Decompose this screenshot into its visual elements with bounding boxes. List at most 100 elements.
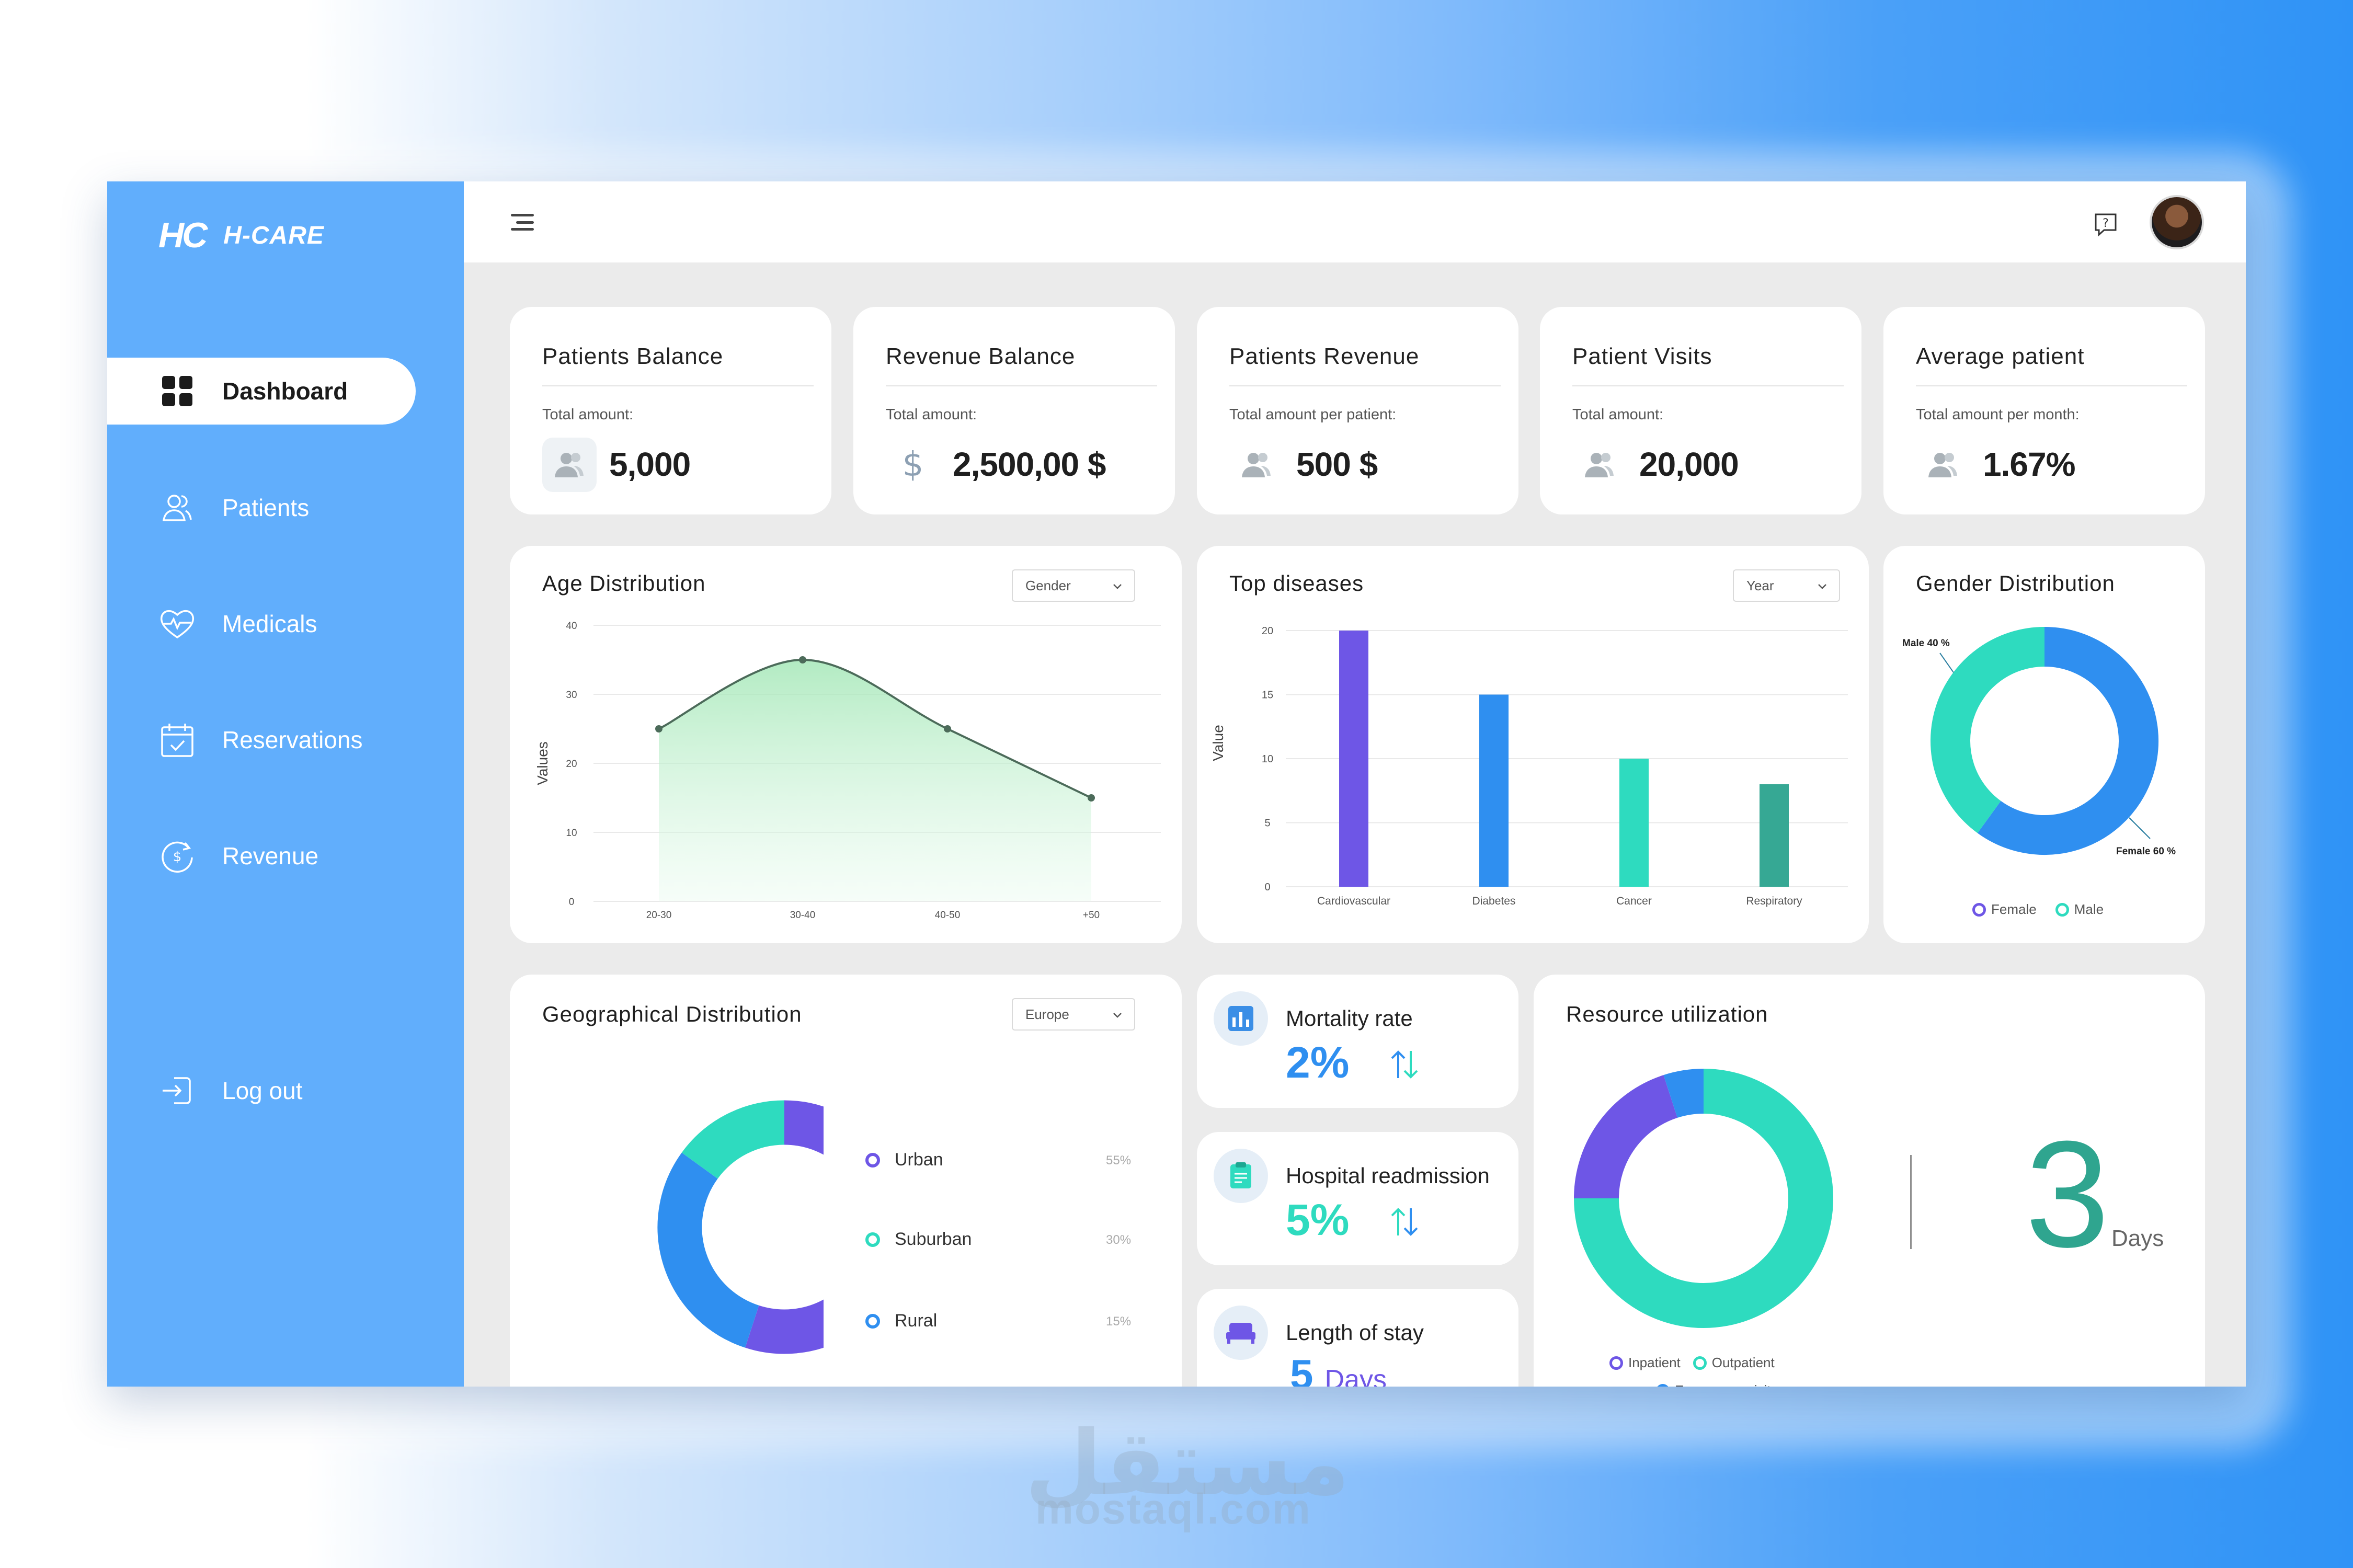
chevron-down-icon (1816, 580, 1829, 596)
geo-donut-chart (657, 1100, 824, 1354)
chevron-down-icon (1111, 1009, 1124, 1025)
avatar[interactable] (2150, 195, 2204, 249)
legend-dot-rural (865, 1313, 880, 1329)
hamburger-menu-icon[interactable] (511, 212, 534, 233)
year-filter-select[interactable]: Year (1733, 569, 1840, 602)
sidebar-item-dashboard[interactable]: Dashboard (107, 358, 416, 425)
bar (1479, 694, 1509, 887)
stat-value: 20,000 (1639, 445, 1739, 483)
legend-dot-male (2055, 902, 2069, 917)
x-tick-label: 20-30 (646, 910, 672, 921)
legend-label: Rural (895, 1311, 938, 1331)
gender-distribution-card: Gender Distribution Male 40 % Female 60 … (1883, 546, 2205, 943)
legend-label-female: Female (1991, 901, 2037, 917)
region-filter-select[interactable]: Europe (1012, 998, 1135, 1031)
legend-pct-suburban: 30% (1106, 1233, 1132, 1247)
resource-legend-row2: Emergency visit (1656, 1382, 1771, 1387)
help-chat-icon[interactable]: ? (2090, 209, 2121, 240)
divider (886, 385, 1157, 386)
up-down-arrows-icon (1388, 1048, 1421, 1084)
y-tick-label: 10 (1262, 753, 1273, 765)
donut-slice-urban (745, 1100, 824, 1354)
dollar-cycle-icon: $ (158, 837, 196, 875)
select-value: Year (1746, 577, 1774, 593)
legend-label: Suburban (895, 1229, 972, 1249)
bar (1619, 759, 1649, 887)
divider (1229, 385, 1501, 386)
kpi-value: 5 (1290, 1351, 1313, 1387)
female-label-leader (2129, 817, 2151, 839)
legend-dot-inpatient (1609, 1356, 1623, 1370)
divider-vertical (1910, 1155, 1912, 1249)
stat-title: Patients Revenue (1229, 344, 1420, 369)
stat-value: 2,500,00 $ (953, 445, 1106, 483)
logout-icon (158, 1072, 196, 1109)
logout-label: Log out (222, 1077, 303, 1104)
select-value: Europe (1025, 1006, 1069, 1022)
logo-mark: HC (158, 215, 208, 255)
sidebar-item-patients[interactable]: Patients (107, 474, 416, 541)
stat-subtitle: Total amount: (542, 406, 634, 423)
clipboard-icon (1214, 1149, 1268, 1203)
y-tick-label: 20 (1262, 625, 1273, 637)
top-diseases-card: Top diseases Year 0 5 10 15 20 Cardiovascular… (1197, 546, 1869, 943)
card-title: Gender Distribution (1916, 571, 2115, 596)
data-point (799, 656, 806, 663)
geographical-distribution-card: Geographical Distribution Europe Urban 5… (510, 975, 1182, 1387)
big-value-unit: Days (2111, 1226, 2164, 1251)
stat-subtitle: Total amount: (1572, 406, 1664, 423)
stat-subtitle: Total amount per patient: (1229, 406, 1397, 423)
app-window: HC H-CARE Dashboard Patients Medicals (107, 181, 2246, 1387)
sidebar-item-reservations[interactable]: Reservations (107, 706, 416, 773)
users-icon (542, 438, 597, 492)
stat-value: 500 $ (1296, 445, 1378, 483)
legend-dot-emergency (1656, 1383, 1670, 1387)
kpi-unit: Days (1324, 1365, 1387, 1387)
legend-label-emergency: Emergency visit (1675, 1382, 1771, 1387)
data-point (944, 725, 951, 733)
stat-value: 1.67% (1983, 445, 2075, 483)
sidebar-item-medicals[interactable]: Medicals (107, 590, 416, 657)
x-tick-label: 40-50 (935, 910, 961, 921)
x-tick-label: Cardiovascular (1317, 895, 1390, 907)
big-value: 3 (2025, 1109, 2110, 1279)
sidebar-item-label: Revenue (222, 842, 319, 869)
svg-text:$: $ (173, 849, 182, 865)
y-tick-label: 40 (566, 621, 577, 632)
sidebar-item-revenue[interactable]: $ Revenue (107, 822, 416, 889)
divider (1916, 385, 2187, 386)
y-tick-label: 0 (1264, 882, 1270, 893)
stat-title: Revenue Balance (886, 344, 1076, 369)
kpi-title: Length of stay (1286, 1320, 1424, 1345)
top-bar: ? (464, 181, 2246, 262)
svg-text:?: ? (2103, 217, 2109, 230)
length-of-stay-card: Length of stay 5 Days (1197, 1289, 1518, 1387)
kpi-value: 5% (1286, 1195, 1350, 1244)
brand-logo[interactable]: HC H-CARE (158, 207, 324, 264)
dollar-icon: $ (886, 438, 940, 492)
users-icon (158, 489, 196, 527)
male-pct-label: Male 40 % (1902, 638, 1950, 649)
legend-item-urban: Urban (865, 1150, 943, 1170)
legend-label-outpatient: Outpatient (1711, 1355, 1775, 1370)
divider (542, 385, 814, 386)
y-tick-label: 5 (1264, 818, 1270, 829)
up-down-arrows-icon (1388, 1205, 1421, 1241)
stat-title: Average patient (1916, 344, 2085, 369)
kpi-value-row: 5 Days (1290, 1350, 1387, 1387)
x-tick-label: 30-40 (790, 910, 816, 921)
bar (1760, 784, 1789, 887)
donut-slice-outpatient (1574, 1069, 1833, 1328)
legend-dot-urban (865, 1152, 880, 1168)
x-tick-label: Cancer (1616, 895, 1652, 907)
users-icon (1229, 438, 1284, 492)
legend-label-male: Male (2074, 901, 2104, 917)
svg-text:$: $ (903, 447, 924, 483)
age-area-chart: 0 10 20 30 40 20-30 30-40 40-50 +50 Values (534, 621, 1161, 921)
gender-filter-select[interactable]: Gender (1012, 569, 1135, 602)
legend-dot-suburban (865, 1232, 880, 1247)
stat-card-patients-balance: Patients Balance Total amount: 5,000 (510, 307, 831, 514)
age-distribution-card: Age Distribution Gender 0 10 20 30 40 20-30 30… (510, 546, 1182, 943)
y-axis-label: Values (534, 741, 551, 785)
logout-button[interactable]: Log out (107, 1057, 416, 1124)
